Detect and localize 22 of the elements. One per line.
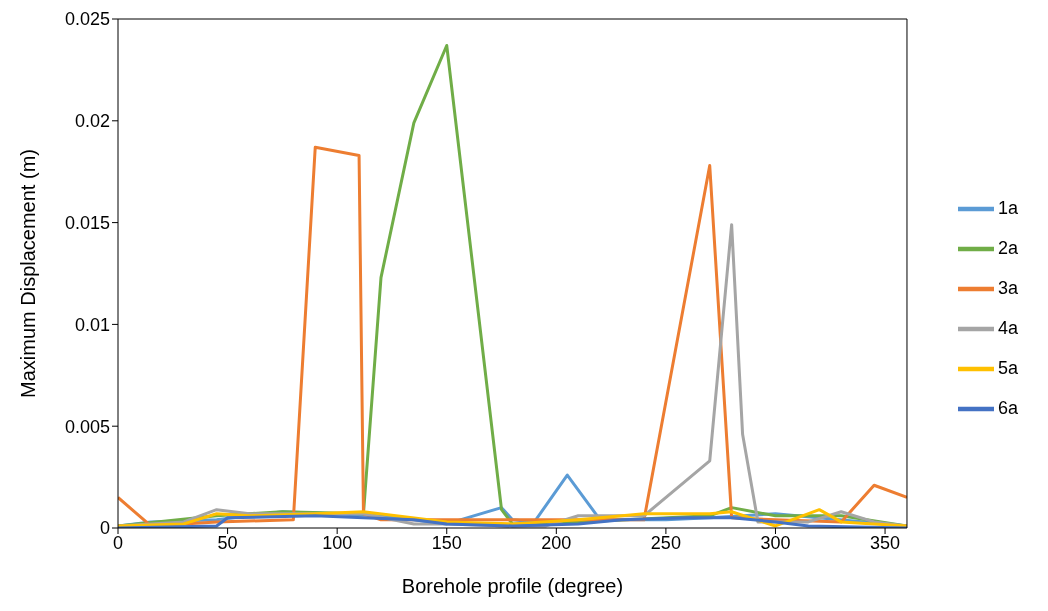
x-tick-label: 50 (217, 532, 238, 553)
x-tick-label: 150 (431, 532, 462, 553)
x-tick-label: 350 (870, 532, 901, 553)
legend-label: 2a (997, 238, 1018, 258)
legend-label: 3a (997, 278, 1018, 298)
y-tick-label: 0 (99, 518, 110, 539)
x-tick-label: 250 (650, 532, 681, 553)
x-tick-label: 0 (112, 532, 124, 553)
y-axis-title: Maximum Displacement (m) (17, 149, 40, 398)
y-tick-label: 0.005 (64, 416, 110, 437)
y-tick-label: 0.025 (64, 9, 110, 30)
x-axis-title: Borehole profile (degree) (401, 575, 624, 597)
legend-label: 6a (997, 398, 1018, 418)
legend-label: 5a (997, 358, 1018, 378)
x-tick-label: 100 (322, 532, 353, 553)
legend-label: 1a (997, 198, 1018, 218)
y-tick-label: 0.015 (64, 212, 110, 233)
y-tick-label: 0.01 (74, 314, 110, 335)
x-tick-label: 300 (760, 532, 791, 553)
y-tick-label: 0.02 (74, 111, 110, 132)
x-tick-label: 200 (541, 532, 572, 553)
legend-label: 4a (997, 318, 1018, 338)
